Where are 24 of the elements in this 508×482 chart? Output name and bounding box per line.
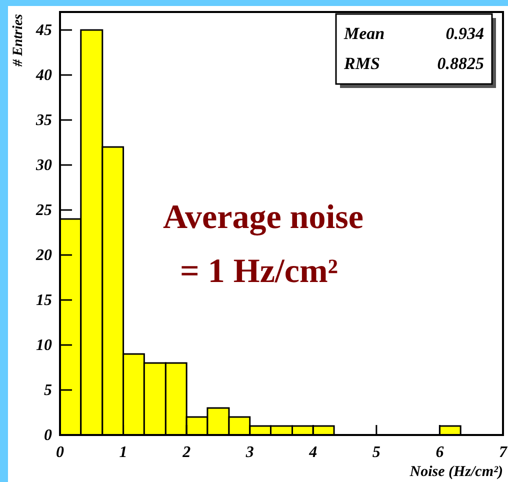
y-tick-label: 45 bbox=[35, 22, 52, 39]
text: Mean 0.934 bbox=[344, 24, 484, 43]
annotation: Average noise bbox=[163, 199, 364, 236]
x-axis-title: Noise (Hz/cm²) bbox=[408, 464, 503, 480]
y-tick-label: 30 bbox=[35, 157, 52, 174]
x-tick-label: 2 bbox=[182, 444, 191, 461]
x-tick-label: 3 bbox=[244, 444, 254, 461]
y-tick-label: 40 bbox=[35, 67, 52, 84]
x-tick-label: 7 bbox=[499, 444, 508, 461]
y-tick-label: 15 bbox=[36, 292, 52, 309]
x-tick-label: 0 bbox=[56, 444, 64, 461]
y-tick-label: 0 bbox=[44, 427, 52, 444]
annotation: = 1 Hz/cm² bbox=[180, 253, 338, 290]
y-tick-label: 25 bbox=[35, 202, 52, 219]
y-tick-label: 35 bbox=[35, 112, 52, 129]
y-tick-label: 10 bbox=[36, 337, 52, 354]
x-tick-label: 6 bbox=[436, 444, 444, 461]
x-tick-label: 4 bbox=[308, 444, 318, 461]
y-tick-label: 20 bbox=[35, 247, 52, 264]
y-tick-label: 5 bbox=[44, 382, 52, 399]
x-tick-label: 1 bbox=[119, 444, 128, 461]
text: RMS 0.8825 bbox=[344, 54, 484, 73]
x-tick-label: 5 bbox=[372, 444, 380, 461]
y-axis-title: # Entries bbox=[11, 13, 26, 68]
